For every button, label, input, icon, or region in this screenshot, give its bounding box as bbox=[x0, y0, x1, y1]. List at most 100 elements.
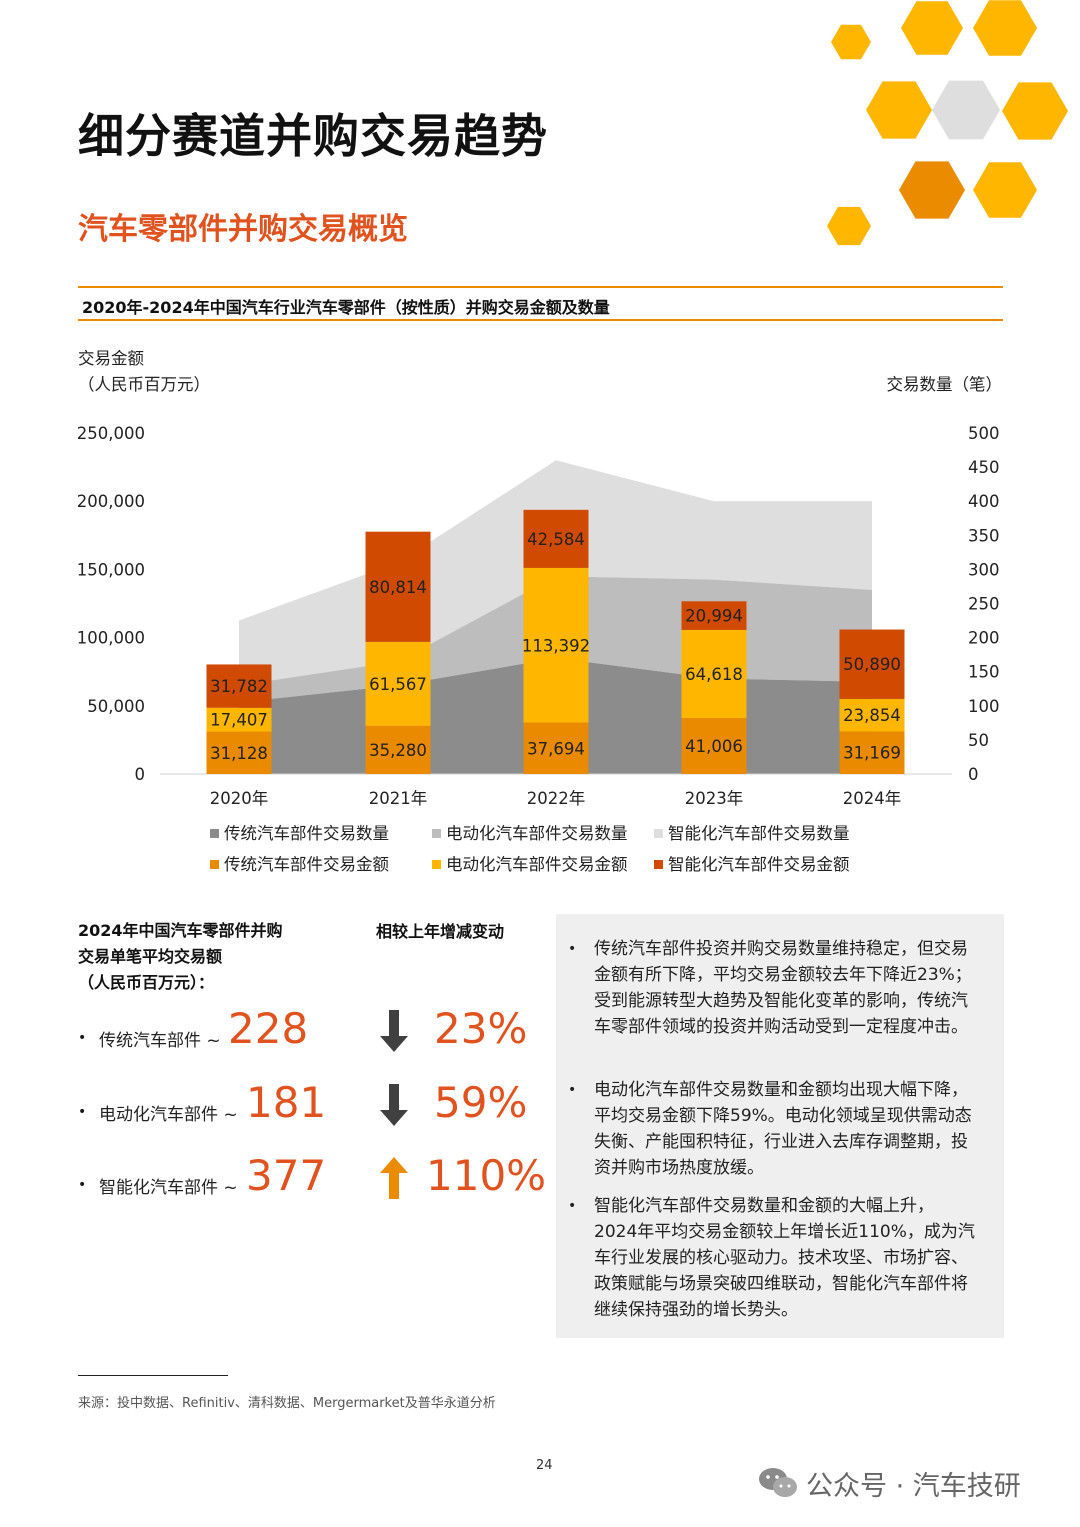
bullet-icon: • bbox=[78, 1030, 87, 1046]
insight-item: • 电动化汽车部件交易数量和金额均出现大幅下降，平均交易金额下降59%。电动化领… bbox=[568, 1077, 976, 1181]
legend-swatch bbox=[432, 860, 441, 869]
stat-row-electric: • 电动化汽车部件 ~ 181 59% bbox=[78, 1078, 548, 1138]
bar-segment bbox=[523, 567, 589, 723]
data-label: 37,694 bbox=[527, 739, 585, 758]
y-tick-right: 150 bbox=[968, 663, 1000, 682]
x-tick-label: 2022年 bbox=[527, 789, 586, 808]
hexagon-shape bbox=[973, 0, 1037, 56]
stat-change: 59% bbox=[434, 1078, 528, 1127]
data-label: 31,128 bbox=[210, 744, 268, 763]
x-tick-label: 2021年 bbox=[369, 789, 428, 808]
bar-segment bbox=[523, 722, 589, 774]
summary-heading-line: 交易单笔平均交易额 bbox=[78, 947, 223, 966]
footnote-rule bbox=[78, 1375, 228, 1376]
y-tick-right: 400 bbox=[968, 492, 1000, 511]
arrow-up-icon bbox=[380, 1157, 408, 1199]
legend-swatch bbox=[210, 829, 219, 838]
legend-item: 电动化汽车部件交易金额 bbox=[432, 851, 654, 875]
page-number: 24 bbox=[536, 1458, 553, 1473]
bullet-icon: • bbox=[78, 1177, 87, 1193]
y-axis-left-title-unit: （人民币百万元） bbox=[78, 375, 210, 394]
legend-item: 智能化汽车部件交易金额 bbox=[654, 851, 876, 875]
bullet-icon: • bbox=[568, 1198, 577, 1214]
hexagon-shape bbox=[827, 206, 871, 246]
change-heading: 相较上年增减变动 bbox=[376, 922, 505, 941]
insight-text: 传统汽车部件投资并购交易数量维持稳定，但交易金额有所下降，平均交易金额较去年下降… bbox=[594, 939, 972, 1037]
hexagon-shape bbox=[932, 80, 1000, 140]
legend-row-counts: 传统汽车部件交易数量 电动化汽车部件交易数量 智能化汽车部件交易数量 bbox=[210, 820, 876, 844]
y-tick-right: 300 bbox=[968, 560, 1000, 579]
bar-segment bbox=[681, 601, 747, 630]
insight-text: 智能化汽车部件交易数量和金额的大幅上升，2024年平均交易金额较上年增长近110… bbox=[594, 1196, 975, 1320]
bar-segment bbox=[839, 629, 905, 699]
y-tick-right: 450 bbox=[968, 458, 1000, 477]
watermark-text: 公众号 · 汽车技研 bbox=[806, 1471, 1021, 1502]
legend-swatch bbox=[654, 860, 663, 869]
stat-label: 电动化汽车部件 ~ bbox=[99, 1105, 238, 1125]
chart-title-bottom-rule bbox=[78, 319, 1003, 321]
data-label: 42,584 bbox=[527, 530, 585, 549]
y-tick-right: 500 bbox=[968, 424, 1000, 443]
bar-segment bbox=[681, 718, 747, 774]
wechat-icon bbox=[759, 1468, 797, 1497]
page-title: 细分赛道并购交易趋势 bbox=[78, 109, 548, 163]
bullet-icon: • bbox=[568, 941, 577, 957]
hexagon-shape bbox=[1002, 82, 1068, 140]
stat-value: 228 bbox=[228, 1004, 309, 1053]
bar-segment bbox=[365, 641, 431, 726]
y-tick-right: 200 bbox=[968, 629, 1000, 648]
legend-label: 智能化汽车部件交易数量 bbox=[668, 824, 850, 843]
chart-title-top-rule bbox=[78, 286, 1003, 288]
y-tick-left: 250,000 bbox=[77, 424, 145, 443]
bar-segment bbox=[206, 707, 272, 732]
x-tick-label: 2024年 bbox=[843, 789, 902, 808]
data-label: 113,392 bbox=[522, 636, 590, 655]
legend-swatch bbox=[654, 829, 663, 838]
stat-label: 传统汽车部件 ~ bbox=[99, 1031, 221, 1051]
data-label: 80,814 bbox=[369, 578, 427, 597]
y-tick-left: 0 bbox=[135, 765, 146, 784]
y-tick-right: 100 bbox=[968, 697, 1000, 716]
stat-value: 377 bbox=[246, 1151, 327, 1200]
bar-segment bbox=[839, 698, 905, 732]
stat-value: 181 bbox=[246, 1078, 327, 1127]
y-tick-left: 150,000 bbox=[77, 560, 145, 579]
data-label: 41,006 bbox=[685, 737, 743, 756]
legend-label: 电动化汽车部件交易金额 bbox=[446, 855, 628, 874]
data-label: 23,854 bbox=[843, 706, 901, 725]
legend-label: 传统汽车部件交易数量 bbox=[224, 824, 389, 843]
legend-label: 电动化汽车部件交易数量 bbox=[446, 824, 628, 843]
legend-item: 传统汽车部件交易金额 bbox=[210, 851, 432, 875]
legend-item: 智能化汽车部件交易数量 bbox=[654, 820, 876, 844]
y-tick-left: 100,000 bbox=[77, 629, 145, 648]
data-label: 20,994 bbox=[685, 607, 743, 626]
bar-segment bbox=[365, 531, 431, 642]
insight-box: • 传统汽车部件投资并购交易数量维持稳定，但交易金额有所下降，平均交易金额较去年… bbox=[556, 914, 1004, 1338]
legend-row-amounts: 传统汽车部件交易金额 电动化汽车部件交易金额 智能化汽车部件交易金额 bbox=[210, 851, 876, 875]
y-axis-right-title: 交易数量（笔） bbox=[887, 375, 1003, 394]
summary-heading-line: 2024年中国汽车零部件并购 bbox=[78, 921, 283, 940]
stat-row-smart: • 智能化汽车部件 ~ 377 110% bbox=[78, 1151, 548, 1211]
y-tick-right: 250 bbox=[968, 595, 1000, 614]
data-label: 35,280 bbox=[369, 741, 427, 760]
stat-row-traditional: • 传统汽车部件 ~ 228 23% bbox=[78, 1004, 548, 1064]
data-label: 31,782 bbox=[210, 677, 268, 696]
page-subtitle: 汽车零部件并购交易概览 bbox=[78, 212, 408, 247]
hexagon-shape bbox=[866, 81, 932, 139]
bar-segment bbox=[523, 509, 589, 568]
chart-title: 2020年-2024年中国汽车行业汽车零部件（按性质）并购交易金额及数量 bbox=[82, 298, 610, 317]
bar-segment bbox=[681, 629, 747, 719]
stat-change: 23% bbox=[434, 1004, 528, 1053]
y-tick-right: 350 bbox=[968, 526, 1000, 545]
summary-heading-line: （人民币百万元）： bbox=[78, 973, 215, 992]
data-label: 50,890 bbox=[843, 655, 901, 674]
summary-heading: 2024年中国汽车零部件并购 交易单笔平均交易额 （人民币百万元）： bbox=[78, 918, 283, 996]
bar-segment bbox=[206, 731, 272, 774]
data-label: 61,567 bbox=[369, 675, 427, 694]
stat-change: 110% bbox=[426, 1151, 547, 1200]
legend-swatch bbox=[210, 860, 219, 869]
watermark: 公众号 · 汽车技研 bbox=[758, 1464, 1021, 1503]
bar-segment bbox=[206, 664, 272, 708]
hexagon-decoration bbox=[827, 0, 1068, 246]
insight-item: • 智能化汽车部件交易数量和金额的大幅上升，2024年平均交易金额较上年增长近1… bbox=[568, 1193, 976, 1323]
